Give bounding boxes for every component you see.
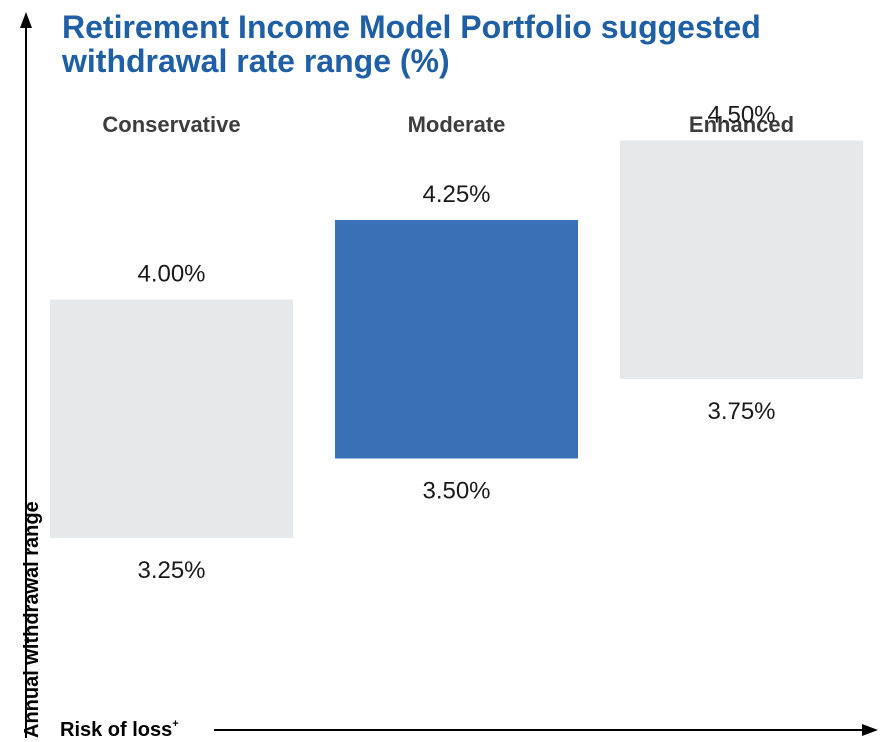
category-label-enhanced: Enhanced — [689, 112, 794, 137]
category-label-conservative: Conservative — [102, 112, 240, 137]
low-label-conservative: 3.25% — [137, 557, 205, 584]
bar-conservative — [50, 299, 293, 538]
x-axis-label-marker: + — [172, 718, 179, 730]
bar-moderate — [335, 220, 578, 459]
x-axis-label: Risk of loss+ — [60, 718, 179, 742]
high-label-enhanced: 4.50% — [707, 102, 775, 129]
x-axis-label-text: Risk of loss — [60, 719, 173, 741]
high-label-moderate: 4.25% — [422, 181, 490, 208]
chart-title-line-2: withdrawal rate range (%) — [62, 43, 450, 79]
low-label-enhanced: 3.75% — [707, 398, 775, 425]
y-axis-arrowhead-icon — [20, 12, 32, 28]
category-label-moderate: Moderate — [408, 112, 506, 137]
x-axis-arrowhead-icon — [862, 724, 878, 736]
bar-enhanced — [620, 140, 863, 379]
high-label-conservative: 4.00% — [137, 261, 205, 288]
chart-title-line-1: Retirement Income Model Portfolio sugges… — [62, 9, 761, 45]
low-label-moderate: 3.50% — [422, 478, 490, 505]
y-axis-label: Annual withdrawal range — [21, 501, 43, 738]
